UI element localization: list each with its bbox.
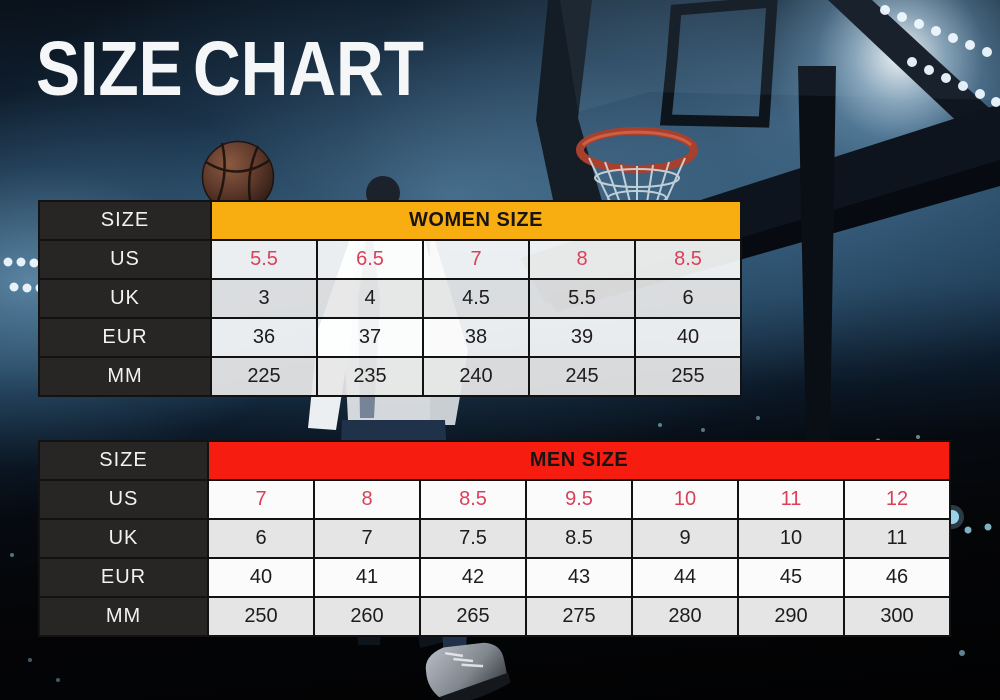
women-group-header: WOMEN SIZE: [210, 200, 742, 241]
women-row-label-us: US: [38, 239, 212, 280]
women-row-label-eur: EUR: [38, 317, 212, 358]
men-eur-value-5: 45: [737, 557, 845, 598]
women-row-uk: UK 3 4 4.5 5.5 6: [38, 278, 742, 319]
men-row-label-uk: UK: [38, 518, 209, 559]
men-eur-value-3: 43: [525, 557, 633, 598]
women-mm-value-2: 240: [422, 356, 530, 397]
men-row-label-mm: MM: [38, 596, 209, 637]
men-mm-value-0: 250: [207, 596, 315, 637]
men-row-eur: EUR 40 41 42 43 44 45 46: [38, 557, 951, 598]
women-row-mm: MM 225 235 240 245 255: [38, 356, 742, 397]
men-uk-value-1: 7: [313, 518, 421, 559]
women-size-table: SIZE WOMEN SIZE US 5.5 6.5 7 8 8.5 UK 3 4 4.5 5.5 6 EU…: [38, 200, 742, 397]
men-uk-value-2: 7.5: [419, 518, 527, 559]
men-us-value-6: 12: [843, 479, 951, 520]
women-eur-value-1: 37: [316, 317, 424, 358]
men-us-value-1: 8: [313, 479, 421, 520]
women-eur-value-4: 40: [634, 317, 742, 358]
men-corner-label: SIZE: [38, 440, 209, 481]
men-eur-value-0: 40: [207, 557, 315, 598]
women-eur-value-0: 36: [210, 317, 318, 358]
men-uk-value-6: 11: [843, 518, 951, 559]
men-uk-value-4: 9: [631, 518, 739, 559]
women-us-value-4: 8.5: [634, 239, 742, 280]
men-mm-value-6: 300: [843, 596, 951, 637]
men-mm-value-1: 260: [313, 596, 421, 637]
women-us-value-2: 7: [422, 239, 530, 280]
men-row-uk: UK 6 7 7.5 8.5 9 10 11: [38, 518, 951, 559]
women-row-label-uk: UK: [38, 278, 212, 319]
men-uk-value-5: 10: [737, 518, 845, 559]
women-eur-value-2: 38: [422, 317, 530, 358]
women-us-value-3: 8: [528, 239, 636, 280]
men-row-mm: MM 250 260 265 275 280 290 300: [38, 596, 951, 637]
women-mm-value-0: 225: [210, 356, 318, 397]
women-uk-value-0: 3: [210, 278, 318, 319]
men-uk-value-3: 8.5: [525, 518, 633, 559]
women-row-eur: EUR 36 37 38 39 40: [38, 317, 742, 358]
men-mm-value-4: 280: [631, 596, 739, 637]
men-us-value-2: 8.5: [419, 479, 527, 520]
women-row-us: US 5.5 6.5 7 8 8.5: [38, 239, 742, 280]
women-us-value-0: 5.5: [210, 239, 318, 280]
women-mm-value-3: 245: [528, 356, 636, 397]
women-mm-value-1: 235: [316, 356, 424, 397]
women-uk-value-4: 6: [634, 278, 742, 319]
women-mm-value-4: 255: [634, 356, 742, 397]
men-eur-value-4: 44: [631, 557, 739, 598]
women-uk-value-2: 4.5: [422, 278, 530, 319]
men-uk-value-0: 6: [207, 518, 315, 559]
women-header-row: SIZE WOMEN SIZE: [38, 200, 742, 241]
men-group-header: MEN SIZE: [207, 440, 951, 481]
men-mm-value-5: 290: [737, 596, 845, 637]
men-row-label-eur: EUR: [38, 557, 209, 598]
women-eur-value-3: 39: [528, 317, 636, 358]
page-title: SIZE CHART: [36, 25, 424, 112]
men-eur-value-6: 46: [843, 557, 951, 598]
women-uk-value-3: 5.5: [528, 278, 636, 319]
men-eur-value-1: 41: [313, 557, 421, 598]
basketball-shoe-graphic: [425, 642, 511, 700]
men-row-us: US 7 8 8.5 9.5 10 11 12: [38, 479, 951, 520]
women-us-value-1: 6.5: [316, 239, 424, 280]
men-mm-value-3: 275: [525, 596, 633, 637]
men-eur-value-2: 42: [419, 557, 527, 598]
men-size-table: SIZE MEN SIZE US 7 8 8.5 9.5 10 11 12 UK 6 7 7.5 8.5 9 1…: [38, 440, 951, 637]
women-corner-label: SIZE: [38, 200, 212, 241]
women-uk-value-1: 4: [316, 278, 424, 319]
men-us-value-3: 9.5: [525, 479, 633, 520]
men-row-label-us: US: [38, 479, 209, 520]
women-row-label-mm: MM: [38, 356, 212, 397]
men-header-row: SIZE MEN SIZE: [38, 440, 951, 481]
men-us-value-4: 10: [631, 479, 739, 520]
men-mm-value-2: 265: [419, 596, 527, 637]
men-us-value-0: 7: [207, 479, 315, 520]
men-us-value-5: 11: [737, 479, 845, 520]
